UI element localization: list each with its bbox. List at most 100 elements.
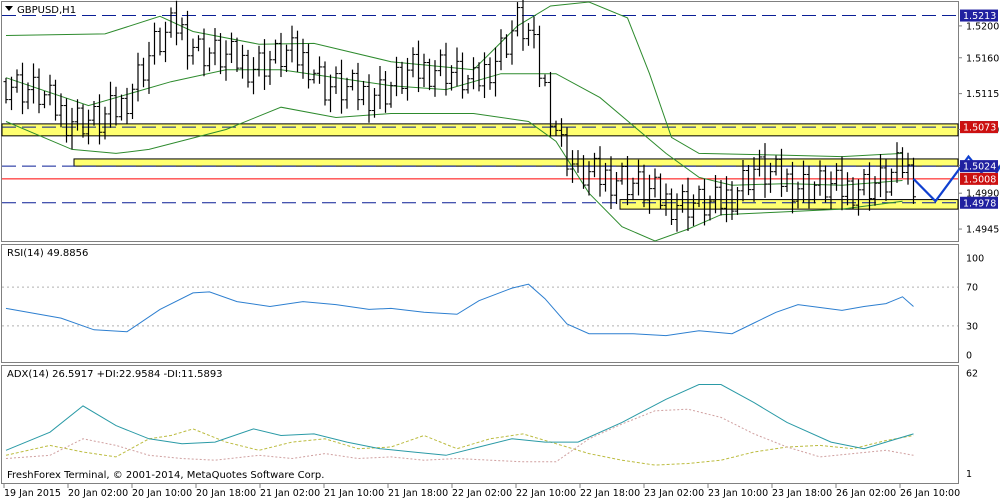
ohlc-bar xyxy=(526,23,531,46)
ohlc-bar xyxy=(713,175,718,214)
ohlc-bar xyxy=(361,80,366,106)
ohlc-bar xyxy=(586,161,592,196)
ohlc-bar xyxy=(69,107,75,150)
price-label-text: 1.5073 xyxy=(963,123,996,134)
ohlc-bar xyxy=(603,162,608,192)
ohlc-bar xyxy=(707,195,713,221)
ohlc-bar xyxy=(267,50,273,85)
ohlc-bar xyxy=(278,32,284,78)
ohlc-bar xyxy=(647,174,652,214)
ohlc-bar xyxy=(355,62,361,111)
ohlc-bar xyxy=(801,160,806,203)
ohlc-bar xyxy=(850,177,856,209)
rsi-tick-label: 70 xyxy=(966,283,978,294)
price-label-box xyxy=(960,172,998,185)
ohlc-bar xyxy=(399,61,405,94)
ohlc-bar xyxy=(685,177,691,231)
ohlc-bar xyxy=(696,185,702,208)
ohlc-bar xyxy=(559,118,564,147)
ohlc-bar xyxy=(339,59,344,114)
ohlc-bar xyxy=(108,81,113,128)
time-tick-label: 23 Jan 10:00 xyxy=(708,488,768,499)
ohlc-bar xyxy=(124,87,130,125)
price-label-text: 1.5008 xyxy=(963,174,996,185)
ohlc-bar xyxy=(872,176,878,206)
time-tick-label: 19 Jan 2015 xyxy=(4,488,61,499)
ohlc-bar xyxy=(185,10,190,70)
time-tick-label: 20 Jan 10:00 xyxy=(132,488,192,499)
ohlc-bar xyxy=(641,164,647,208)
adx-tick-label: 1 xyxy=(966,469,972,480)
rsi-axis: 100 70 30 0 xyxy=(966,254,984,362)
ohlc-bar xyxy=(366,74,372,123)
ohlc-bar xyxy=(432,60,438,97)
ohlc-bar xyxy=(680,184,685,213)
ohlc-bar xyxy=(509,20,515,65)
ohlc-bar xyxy=(702,178,707,226)
price-label-box xyxy=(960,9,998,22)
time-axis: 19 Jan 2015 20 Jan 02:00 20 Jan 10:00 20 Ja… xyxy=(3,484,960,499)
time-tick-label: 21 Jan 02:00 xyxy=(260,488,320,499)
ohlc-bar xyxy=(520,0,526,51)
price-pane-frame xyxy=(1,1,959,242)
ohlc-bar xyxy=(179,17,185,41)
ohlc-bar xyxy=(86,109,91,145)
time-tick-label: 22 Jan 18:00 xyxy=(580,488,640,499)
footer-copyright: FreshForex Terminal, © 2001-2014, MetaQu… xyxy=(7,470,324,481)
ohlc-bar xyxy=(163,21,168,63)
time-tick-label: 21 Jan 10:00 xyxy=(324,488,384,499)
ohlc-bar xyxy=(295,30,300,73)
ohlc-bar xyxy=(883,159,889,201)
ohlc-bar xyxy=(564,127,570,177)
price-tick-label: 1.4990 xyxy=(966,189,999,200)
ohlc-bar xyxy=(438,49,443,77)
time-tick-label: 26 Jan 10:00 xyxy=(900,488,960,499)
ohlc-bar xyxy=(630,177,636,201)
ohlc-bar xyxy=(317,56,322,84)
ohlc-bar xyxy=(718,180,724,216)
price-zone xyxy=(1,123,959,137)
rsi-pane-frame xyxy=(1,244,959,363)
ohlc-bar xyxy=(25,82,31,110)
ohlc-bar xyxy=(388,81,394,108)
price-tick-label: 1.5200 xyxy=(966,21,999,32)
rsi-tick-label: 100 xyxy=(966,254,984,265)
ohlc-bar xyxy=(168,7,174,38)
ohlc-bar xyxy=(817,160,823,196)
ohlc-bar xyxy=(47,74,53,106)
ohlc-bar xyxy=(476,62,482,92)
ohlc-bar xyxy=(135,52,141,102)
ohlc-bar xyxy=(262,39,267,90)
ohlc-bar xyxy=(113,86,119,126)
ohlc-bar xyxy=(724,176,729,223)
price-zone xyxy=(619,199,959,210)
ohlc-bar xyxy=(14,69,20,93)
ohlc-bar xyxy=(350,69,355,91)
rsi-levels xyxy=(2,286,958,327)
ohlc-bar xyxy=(58,93,64,128)
ohlc-bar xyxy=(306,43,311,89)
ohlc-bar xyxy=(3,77,9,104)
adx-pane-title: ADX(14) 26.5917 +DI:22.9584 -DI:11.5893 xyxy=(7,369,223,380)
ohlc-bar xyxy=(31,63,36,104)
ohlc-bar xyxy=(856,179,861,216)
dashed-levels xyxy=(2,15,958,204)
ohlc-bar xyxy=(130,83,135,120)
ohlc-bar xyxy=(889,168,894,196)
ohlc-bar xyxy=(636,159,641,196)
ohlc-bar xyxy=(465,74,471,94)
ohlc-bar xyxy=(97,94,102,145)
ohlc-bar xyxy=(911,157,916,204)
minus-di-line xyxy=(5,408,914,463)
chart-menu-icon[interactable] xyxy=(5,6,13,11)
ohlc-bar xyxy=(201,28,207,77)
ohlc-bar xyxy=(828,171,834,210)
ohlc-bar xyxy=(460,52,465,99)
ohlc-bar xyxy=(729,181,735,220)
ohlc-bar xyxy=(333,66,339,94)
ohlc-bar xyxy=(449,65,454,91)
price-label-text: 1.4978 xyxy=(963,198,996,209)
ohlc-bar xyxy=(663,183,669,216)
time-tick-label: 23 Jan 02:00 xyxy=(644,488,704,499)
